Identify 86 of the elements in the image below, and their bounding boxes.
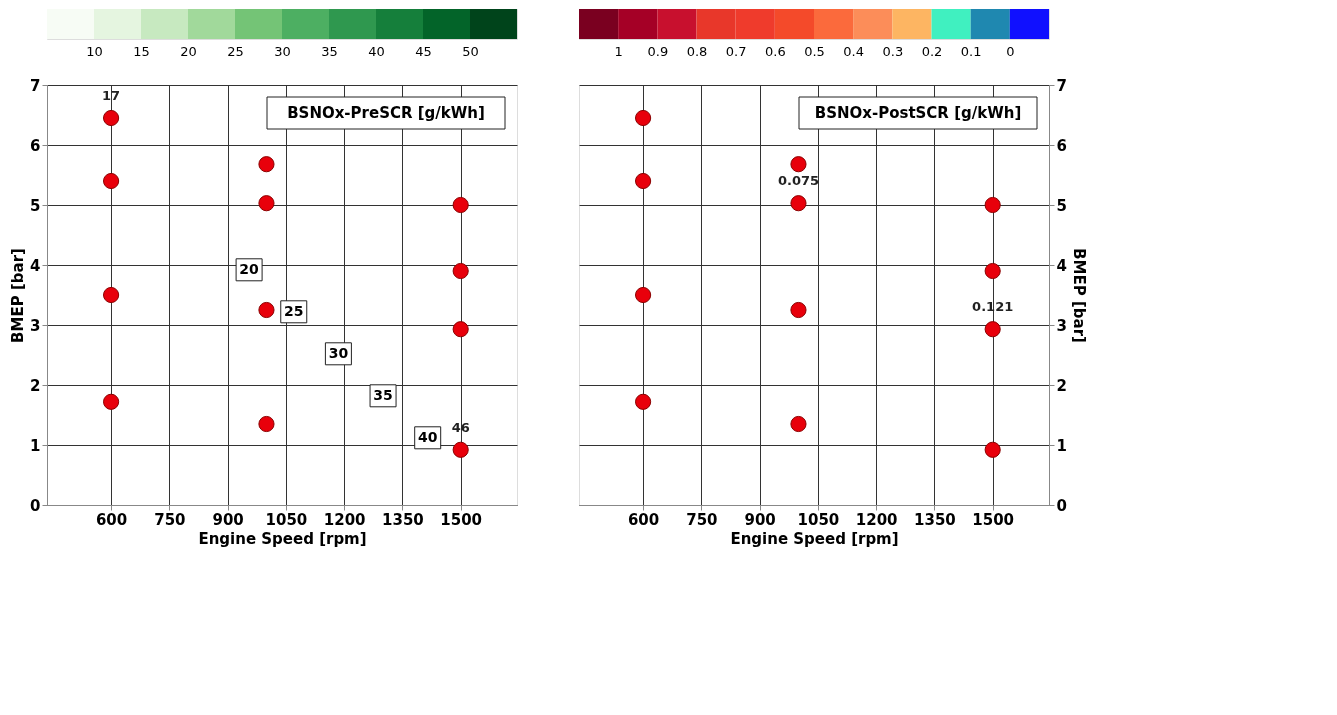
y-tick-label: 2 (30, 376, 41, 395)
y-axis-title: BMEP [bar] (1069, 248, 1088, 343)
point (635, 393, 652, 410)
x-tick-label: 750 (686, 510, 718, 529)
y-tick-label: 1 (30, 436, 41, 455)
annotation: 40 (417, 428, 438, 445)
color-bar-label: 0.8 (686, 43, 708, 59)
point (452, 196, 469, 214)
color-bar-label: 0.3 (882, 43, 904, 59)
y-tick-label: 0 (1056, 496, 1067, 515)
color-bar-label: 0.7 (725, 43, 747, 59)
annotation: 0.075 (777, 173, 820, 189)
point (258, 156, 275, 173)
x-tick-label: 1350 (914, 510, 956, 529)
point (452, 441, 469, 458)
color-bar-title: BSNOx-PostSCR [g/kWh] (814, 104, 1022, 122)
color-bar-label: 0.5 (804, 43, 825, 59)
point (984, 196, 1001, 214)
y-axis-title: BMEP [bar] (9, 248, 28, 343)
color-bar-label: 40 (368, 43, 385, 59)
point (103, 172, 120, 190)
x-tick-label: 900 (744, 510, 776, 529)
point (984, 321, 1001, 338)
y-tick-label: 3 (30, 316, 41, 335)
y-tick-label: 6 (1056, 136, 1067, 155)
x-axis-title: Engine Speed [rpm] (730, 529, 899, 548)
annotation: 30 (328, 344, 349, 361)
color-bar-label: 0.6 (764, 43, 786, 59)
y-tick-label: 1 (1056, 436, 1067, 455)
color-bar-label: 35 (321, 43, 338, 59)
point (790, 156, 807, 173)
point (790, 415, 807, 433)
point (635, 172, 652, 190)
point (790, 301, 807, 319)
x-axis-title: Engine Speed [rpm] (198, 529, 367, 548)
point (103, 286, 120, 304)
color-bar-label: 20 (180, 43, 197, 59)
color-bar-label: 0.9 (647, 43, 669, 59)
color-bar-label: 25 (227, 43, 244, 59)
y-tick-label: 0 (30, 496, 41, 515)
annotation: 20 (239, 260, 260, 277)
x-tick-label: 900 (212, 510, 244, 529)
annotation: 25 (284, 302, 304, 319)
point (984, 262, 1001, 280)
annotation: 35 (373, 386, 393, 403)
y-tick-label: 5 (30, 196, 41, 215)
color-bar-title: BSNOx-PreSCR [g/kWh] (287, 104, 485, 122)
color-bar-label: 0.4 (843, 43, 865, 59)
x-tick-label: 1200 (855, 510, 898, 529)
point (103, 109, 120, 127)
x-tick-label: 1200 (323, 510, 366, 529)
x-tick-label: 600 (95, 510, 128, 529)
color-bar-label: 45 (415, 43, 432, 59)
color-bar-label: 0.2 (921, 43, 943, 59)
point (258, 415, 275, 433)
point (635, 109, 652, 127)
y-tick-label: 3 (1056, 316, 1067, 335)
point (103, 393, 120, 410)
x-tick-label: 1050 (797, 510, 840, 529)
x-tick-label: 750 (154, 510, 186, 529)
y-tick-label: 4 (30, 256, 41, 275)
point (452, 262, 469, 280)
x-tick-label: 1350 (382, 510, 424, 529)
y-tick-label: 6 (30, 136, 41, 155)
x-tick-label: 1500 (440, 510, 483, 529)
color-bar-label: 0 (1006, 43, 1015, 59)
point (452, 321, 469, 338)
color-bar-label: 1 (614, 43, 623, 59)
y-tick-label: 5 (1056, 196, 1067, 215)
color-bar-label: 50 (462, 43, 479, 59)
point (258, 301, 275, 319)
x-tick-label: 1050 (265, 510, 308, 529)
y-tick-label: 4 (1056, 256, 1067, 275)
point (635, 286, 652, 304)
point (258, 195, 275, 212)
color-bar-label: 0.1 (960, 43, 982, 59)
color-bar-label: 30 (274, 43, 291, 59)
color-bar-label: 15 (133, 43, 150, 59)
y-tick-label: 7 (30, 76, 41, 95)
x-tick-label: 600 (627, 510, 660, 529)
color-bar-label: 10 (86, 43, 103, 59)
y-tick-label: 2 (1056, 376, 1067, 395)
y-tick-label: 7 (1056, 76, 1067, 95)
point (790, 195, 807, 212)
point (984, 441, 1001, 458)
x-tick-label: 1500 (972, 510, 1015, 529)
